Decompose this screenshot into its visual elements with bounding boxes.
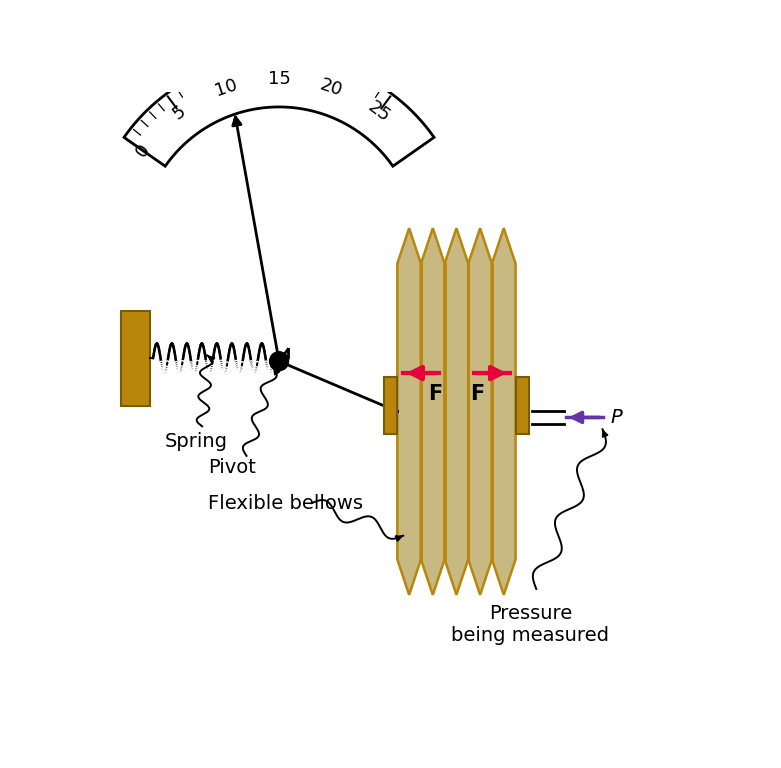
Text: F: F: [470, 384, 484, 404]
Text: 0: 0: [132, 141, 153, 160]
Text: Flexible bellows: Flexible bellows: [208, 494, 363, 513]
Text: 20: 20: [318, 75, 345, 100]
Bar: [384, 378, 398, 434]
Text: 10: 10: [213, 76, 241, 100]
Bar: [121, 311, 149, 406]
Polygon shape: [444, 228, 469, 594]
Text: Pivot: Pivot: [208, 458, 255, 477]
Text: Pressure
being measured: Pressure being measured: [451, 604, 609, 645]
Polygon shape: [469, 228, 492, 594]
Text: $P$: $P$: [610, 408, 623, 427]
Text: 5: 5: [169, 101, 190, 123]
Polygon shape: [398, 228, 421, 594]
Text: F: F: [429, 384, 443, 404]
Bar: [515, 378, 529, 434]
Circle shape: [269, 352, 288, 371]
Text: Spring: Spring: [165, 432, 228, 451]
Polygon shape: [421, 228, 444, 594]
Polygon shape: [124, 57, 434, 166]
Text: 25: 25: [364, 98, 393, 127]
Polygon shape: [492, 228, 515, 594]
Text: 15: 15: [268, 71, 291, 88]
